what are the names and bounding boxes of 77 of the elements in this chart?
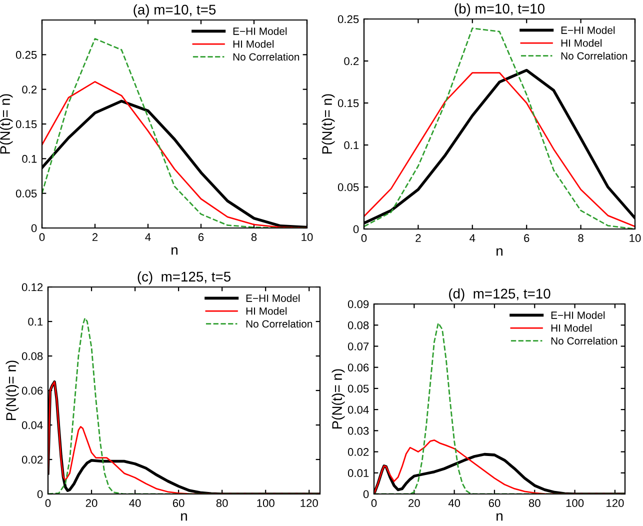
y-axis-title: P(N(t)= n) (6, 360, 19, 420)
x-tick-label: 100 (566, 499, 584, 508)
y-axis-title: P(N(t)= n) (322, 94, 335, 154)
x-tick-label: 120 (300, 499, 318, 508)
y-tick-label: 0.25 (338, 15, 359, 24)
x-tick-label: 20 (86, 499, 98, 508)
x-tick-label: 0 (371, 499, 377, 508)
x-tick-label: 2 (416, 234, 421, 242)
y-tick-label: 0.15 (16, 120, 37, 128)
legend-label: HI Model (246, 307, 287, 315)
y-tick-label: 0.1 (344, 141, 359, 150)
x-tick-label: 10 (302, 233, 313, 242)
y-tick-label: 0.05 (348, 384, 369, 393)
y-tick-label: 0.12 (22, 283, 43, 292)
y-tick-label: 0.01 (348, 469, 369, 478)
legend-label: E−HI Model (551, 311, 605, 319)
y-tick-label: 0.09 (348, 300, 369, 308)
x-tick-label: 6 (198, 233, 204, 242)
x-axis-title: n (496, 248, 502, 256)
y-tick-label: 0.15 (338, 99, 359, 108)
chart-title: (d) m=125, t=10 (449, 288, 550, 302)
x-tick-label: 40 (448, 499, 460, 508)
y-tick-label: 0 (353, 225, 359, 234)
x-tick-label: 2 (92, 233, 98, 241)
y-tick-label: 0.02 (22, 456, 43, 464)
y-axis-title: P(N(t)= n) (0, 94, 13, 154)
y-tick-label: 0.08 (22, 352, 43, 360)
y-tick-label: 0.06 (348, 364, 369, 372)
y-tick-label: 0.04 (22, 421, 43, 430)
x-tick-label: 8 (251, 233, 257, 242)
x-axis-title: n (181, 513, 187, 521)
x-tick-label: 8 (578, 234, 584, 242)
legend-label: No Correlation (246, 320, 312, 328)
legend-label: E−HI Model (246, 294, 300, 302)
chart-title: (b) m=10, t=10 (454, 3, 545, 16)
y-tick-label: 0.02 (348, 448, 369, 456)
y-axis-title: P(N(t)= n) (332, 369, 345, 429)
x-tick-label: 0 (45, 499, 51, 508)
x-tick-label: 4 (145, 233, 151, 241)
legend-label: No Correlation (551, 336, 618, 345)
y-tick-label: 0.05 (16, 190, 37, 198)
chart-title: (a) m=10, t=5 (134, 4, 216, 18)
y-tick-label: 0.2 (344, 57, 359, 66)
x-tick-label: 60 (172, 499, 184, 508)
y-tick-label: 0.1 (28, 318, 43, 326)
chart-title: (c) m=125, t=5 (138, 271, 231, 284)
y-tick-label: 0.05 (338, 183, 359, 192)
y-tick-label: 0.25 (16, 50, 37, 59)
y-tick-label: 0.08 (348, 321, 369, 330)
x-tick-label: 100 (257, 499, 274, 508)
x-axis-title: n (496, 513, 502, 521)
x-tick-label: 10 (630, 234, 641, 242)
y-tick-label: 0.04 (348, 406, 369, 414)
x-axis-title: n (172, 247, 178, 255)
y-tick-label: 0 (31, 224, 37, 232)
legend-label: HI Model (233, 40, 274, 48)
y-tick-label: 0 (37, 490, 43, 498)
y-tick-label: 0.03 (348, 426, 369, 435)
y-tick-label: 0.06 (22, 386, 43, 395)
x-tick-label: 40 (129, 499, 141, 508)
x-tick-label: 4 (470, 234, 476, 242)
y-tick-label: 0.1 (22, 154, 37, 163)
x-tick-label: 120 (606, 499, 624, 508)
x-tick-label: 80 (528, 499, 540, 508)
legend-label: No Correlation (233, 52, 300, 61)
x-tick-label: 80 (216, 499, 228, 508)
y-tick-label: 0.2 (22, 86, 37, 94)
legend-label: HI Model (561, 39, 602, 47)
x-tick-label: 6 (524, 234, 530, 242)
legend-label: No Correlation (561, 52, 628, 60)
y-tick-label: 0.07 (348, 342, 369, 350)
y-tick-label: 0 (363, 490, 369, 498)
legend-label: E−HI Model (233, 27, 287, 35)
legend-label: E−HI Model (561, 26, 615, 34)
legend-label: HI Model (551, 324, 592, 332)
x-tick-label: 60 (488, 499, 500, 508)
x-tick-label: 20 (408, 499, 420, 508)
